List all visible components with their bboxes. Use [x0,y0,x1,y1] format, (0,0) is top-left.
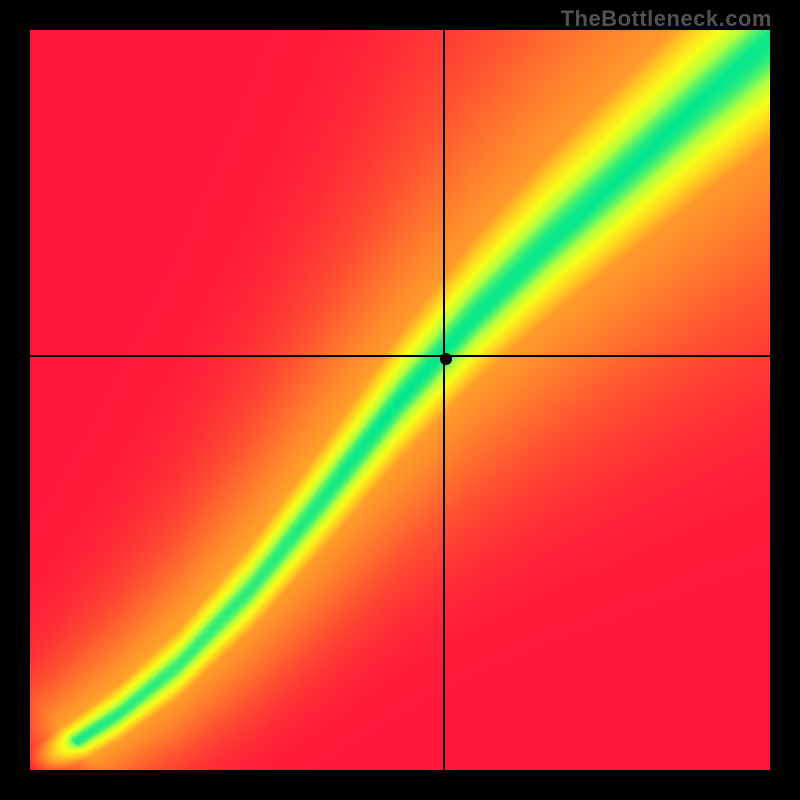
crosshair-marker-dot [440,353,452,365]
watermark-text: TheBottleneck.com [561,6,772,32]
heatmap-plot [30,30,770,770]
crosshair-vertical [443,30,445,770]
heatmap-canvas [30,30,770,770]
crosshair-horizontal [30,355,770,357]
